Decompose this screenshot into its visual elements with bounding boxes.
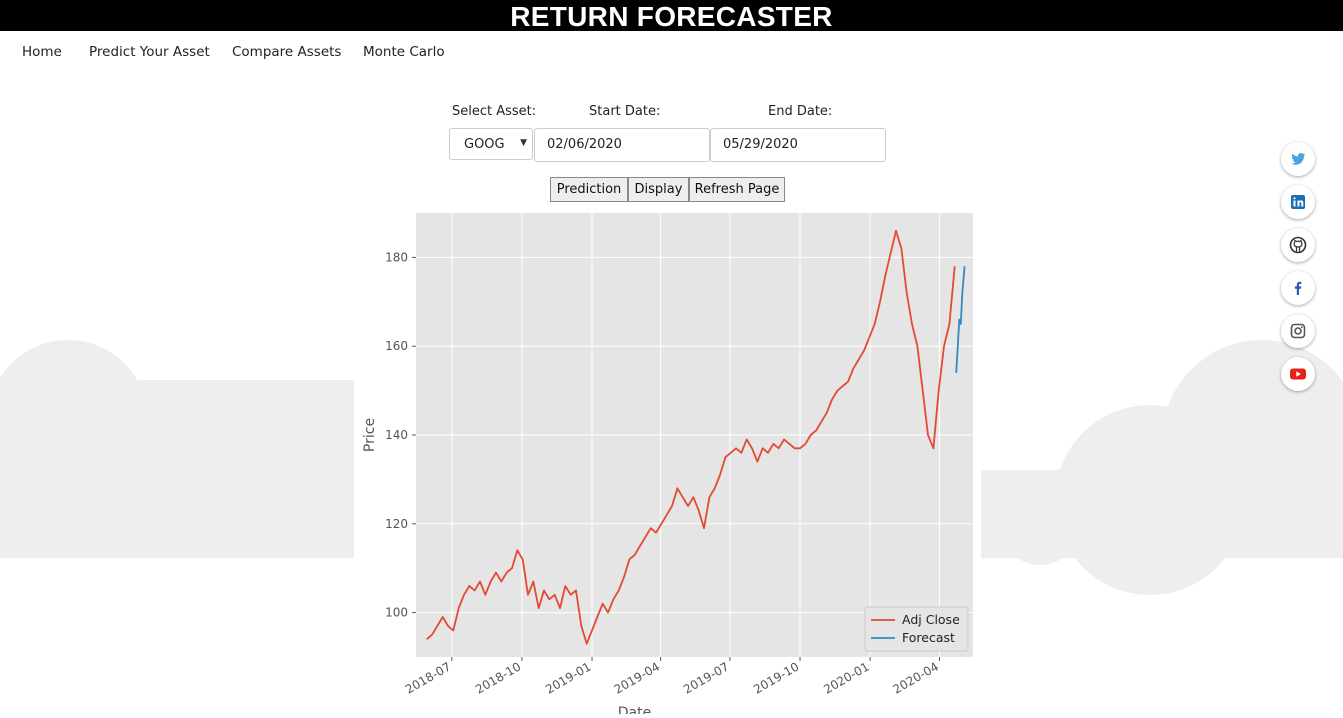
instagram-button[interactable] — [1281, 314, 1315, 348]
start-date-input[interactable]: 02/06/2020 — [534, 128, 710, 162]
nav-compare-assets[interactable]: Compare Assets — [232, 44, 342, 60]
linkedin-button[interactable] — [1281, 185, 1315, 219]
asset-select[interactable]: GOOG ▼ — [449, 128, 533, 160]
x-tick-label: 2018-10 — [473, 659, 523, 696]
dropdown-arrow-icon: ▼ — [520, 138, 527, 148]
y-tick-label: 120 — [385, 517, 408, 531]
start-date-label: Start Date: — [589, 104, 661, 119]
y-tick-label: 100 — [385, 606, 408, 620]
refresh-page-button[interactable]: Refresh Page — [689, 177, 785, 202]
nav-predict-asset[interactable]: Predict Your Asset — [89, 44, 210, 60]
select-asset-label: Select Asset: — [452, 104, 537, 119]
x-tick-label: 2019-07 — [681, 659, 731, 696]
nav-monte-carlo[interactable]: Monte Carlo — [363, 44, 445, 60]
instagram-icon — [1290, 323, 1306, 339]
x-tick-label: 2018-07 — [403, 659, 453, 696]
app-title: RETURN FORECASTER — [0, 0, 1343, 32]
legend-label: Adj Close — [902, 612, 960, 627]
y-tick-label: 160 — [385, 339, 408, 353]
x-axis-label: Date — [618, 705, 651, 714]
end-date-label: End Date: — [768, 104, 833, 119]
adj-close-line — [426, 229, 956, 645]
legend-box — [864, 606, 969, 652]
y-axis-label: Price — [362, 418, 378, 452]
y-tick-label: 140 — [385, 428, 408, 442]
youtube-button[interactable] — [1281, 357, 1315, 391]
asset-select-value: GOOG — [464, 137, 505, 152]
y-tick-label: 180 — [385, 250, 408, 264]
x-tick-label: 2020-01 — [821, 659, 871, 696]
x-tick-label: 2020-04 — [891, 659, 941, 696]
display-button[interactable]: Display — [628, 177, 689, 202]
facebook-button[interactable] — [1281, 271, 1315, 305]
twitter-icon — [1291, 153, 1305, 165]
nav-home[interactable]: Home — [22, 44, 62, 60]
x-tick-label: 2019-04 — [612, 659, 662, 696]
prediction-button[interactable]: Prediction — [550, 177, 628, 202]
price-chart: 100 120 140 160 180 2018-07 2018-10 2019-01 2019… — [362, 213, 973, 718]
start-date-value: 02/06/2020 — [547, 137, 622, 152]
github-button[interactable] — [1281, 228, 1315, 262]
end-date-value: 05/29/2020 — [723, 137, 798, 152]
facebook-icon — [1294, 281, 1302, 295]
forecast-line — [955, 266, 966, 373]
youtube-icon — [1290, 368, 1306, 380]
x-tick-label: 2019-10 — [751, 659, 801, 696]
linkedin-icon — [1291, 195, 1305, 209]
chart-container: 100 120 140 160 180 2018-07 2018-10 2019-01 2019… — [354, 206, 981, 718]
x-tick-label: 2019-01 — [543, 659, 593, 696]
legend-label: Forecast — [902, 630, 955, 645]
twitter-button[interactable] — [1281, 142, 1315, 176]
end-date-input[interactable]: 05/29/2020 — [710, 128, 886, 162]
github-icon — [1289, 236, 1307, 254]
